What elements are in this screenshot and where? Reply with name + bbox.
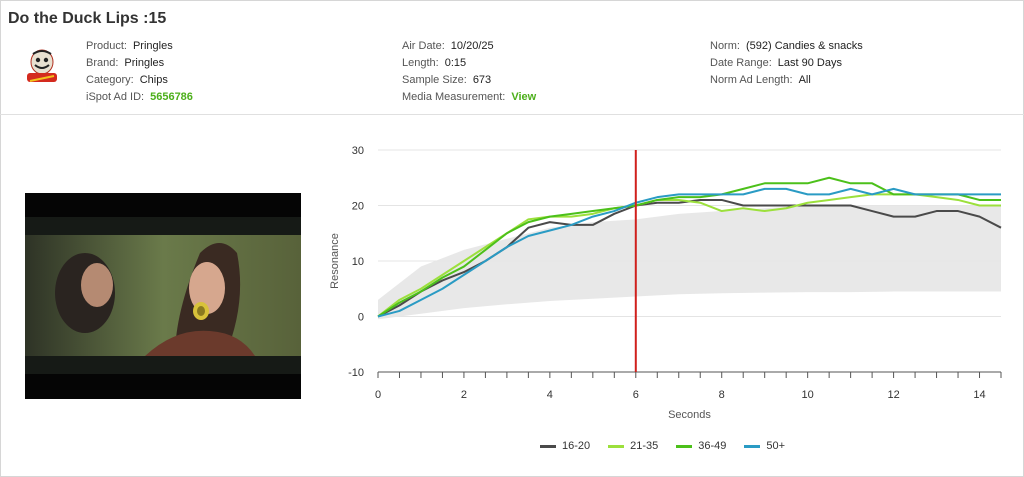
chart-legend: 16-20 21-35 36-49 50+ [540, 440, 785, 452]
video-thumbnail[interactable] [25, 193, 301, 399]
resonance-chart: -10 0 10 20 30 0 2 4 6 8 10 12 14 Seconds Resonance [329, 145, 1002, 421]
x-tick-label: 0 [375, 389, 381, 401]
legend-item-21-35[interactable]: 21-35 [608, 440, 658, 452]
legend-item-36-49[interactable]: 36-49 [676, 440, 726, 452]
norm-band [378, 205, 1001, 320]
info-column-norm: Norm: (592) Candies & snacks Date Range: L… [710, 40, 863, 86]
series-line-50-plus [377, 187, 1001, 318]
legend-swatch-21-35 [608, 444, 625, 448]
x-tick-label: 10 [802, 389, 814, 401]
y-tick-label: 10 [352, 256, 364, 268]
x-tick-label: 4 [547, 389, 553, 401]
x-tick-label: 6 [633, 389, 639, 401]
series-line-36-49 [377, 176, 1001, 318]
pringles-logo-icon [27, 49, 57, 82]
legend-item-16-20[interactable]: 16-20 [540, 440, 590, 452]
x-tick-label: 12 [887, 389, 899, 401]
ad-id-link[interactable]: 5656786 [150, 91, 193, 103]
y-tick-label: -10 [348, 367, 364, 379]
legend-swatch-16-20 [540, 444, 556, 448]
x-axis-title: Seconds [668, 409, 711, 421]
info-column-airing: Air Date: 10/20/25 Length: 0:15 Sample Siz… [402, 40, 537, 103]
x-tick-label: 2 [461, 389, 467, 401]
y-tick-label: 20 [352, 201, 364, 213]
header-divider [0, 114, 1024, 115]
y-tick-label: 30 [352, 145, 364, 157]
x-tick-label: 14 [973, 389, 985, 401]
legend-swatch-36-49 [676, 444, 693, 448]
y-axis-title: Resonance [329, 233, 341, 289]
legend-swatch-50-plus [744, 444, 761, 448]
info-column-product: Product: Pringles Brand: Pringles Category… [86, 40, 193, 103]
media-measurement-view-link[interactable]: View [511, 91, 537, 103]
video-frame-image [25, 193, 301, 399]
x-tick-label: 8 [719, 389, 725, 401]
legend-item-50-plus[interactable]: 50+ [744, 440, 785, 452]
y-tick-label: 0 [358, 312, 364, 324]
ad-title: Do the Duck Lips :15 [8, 10, 167, 27]
